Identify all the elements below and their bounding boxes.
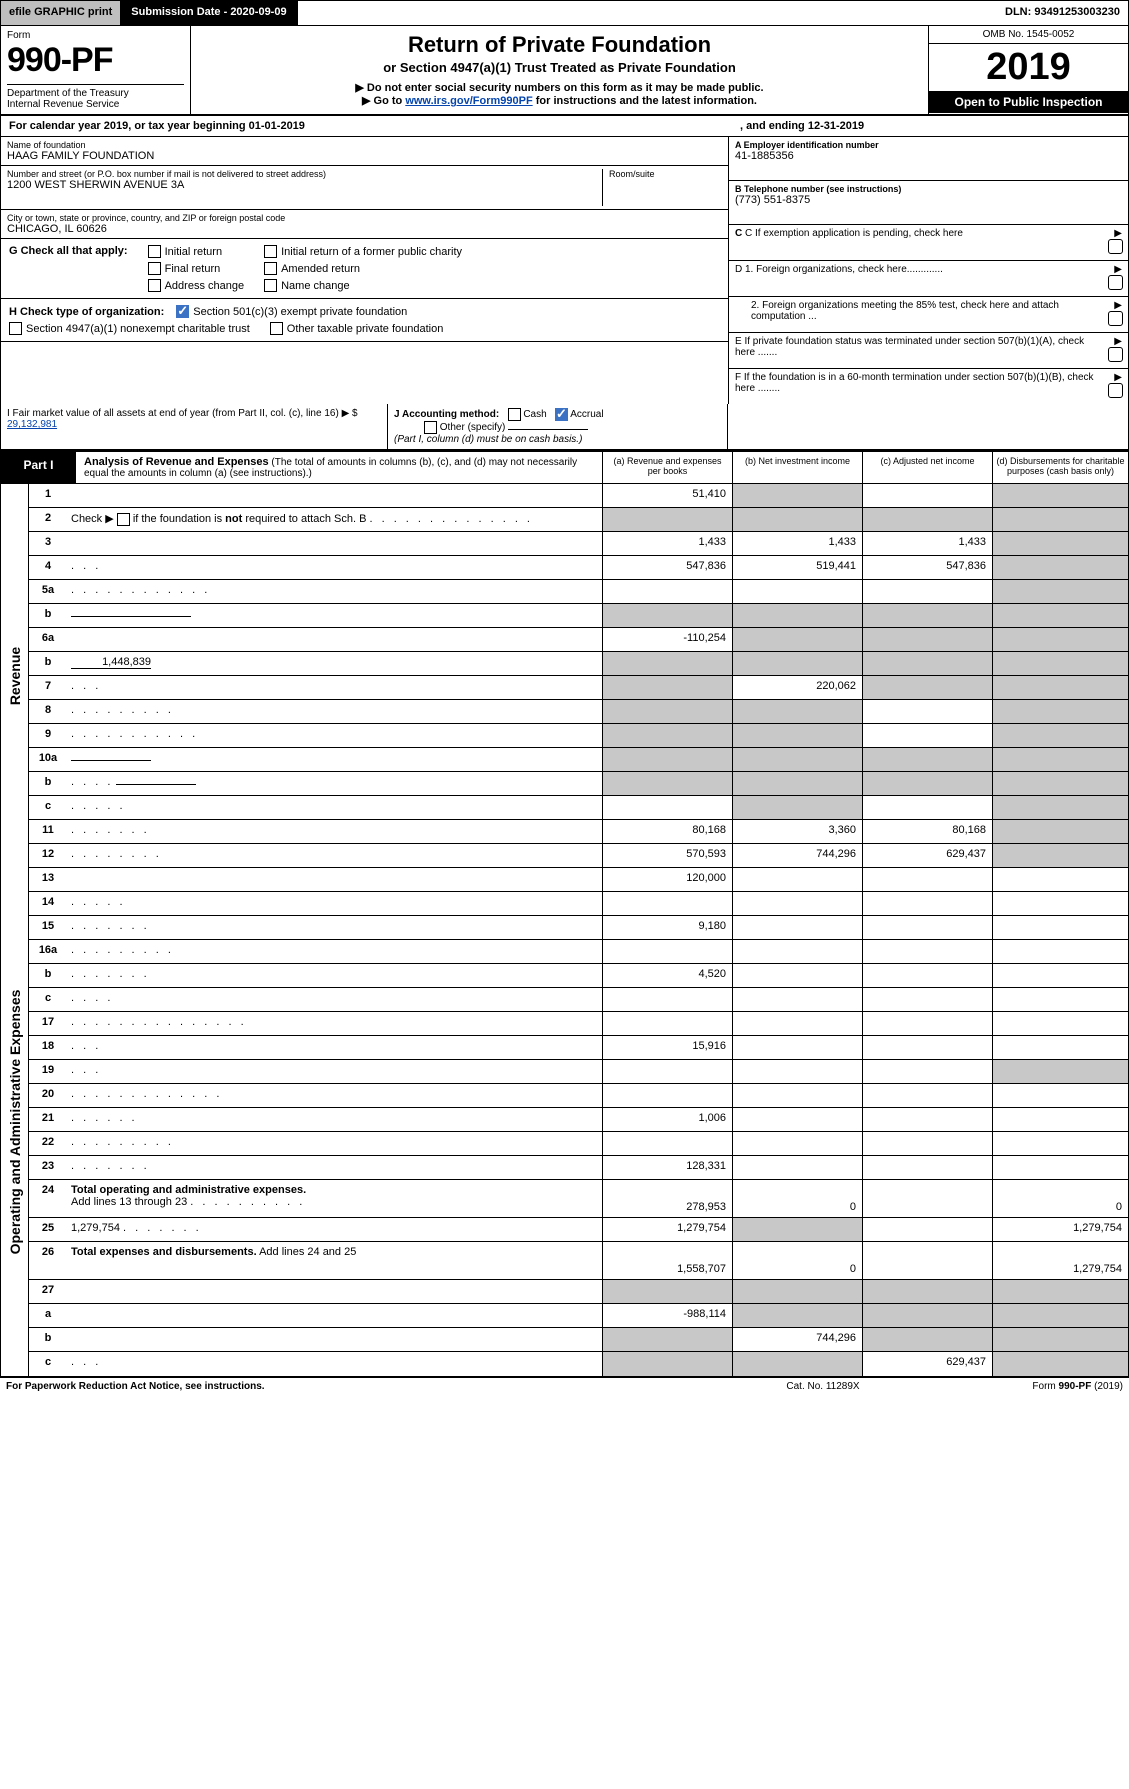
checkbox-cash[interactable] [508, 408, 521, 421]
col-c-header: (c) Adjusted net income [863, 452, 993, 483]
checkbox-d1[interactable] [1108, 275, 1123, 290]
field-i: I Fair market value of all assets at end… [1, 404, 388, 449]
checkbox-initial-former-public[interactable] [264, 245, 277, 258]
form-header: Form 990-PF Department of the Treasury I… [0, 26, 1129, 116]
field-phone: B Telephone number (see instructions) (7… [729, 181, 1128, 225]
instructions-link[interactable]: www.irs.gov/Form990PF [405, 95, 532, 107]
page-footer: For Paperwork Reduction Act Notice, see … [0, 1377, 1129, 1395]
dln: DLN: 93491253003230 [997, 0, 1129, 26]
form-title-block: Return of Private Foundation or Section … [191, 26, 928, 114]
col-a-header: (a) Revenue and expenses per books [603, 452, 733, 483]
field-j: J Accounting method: Cash Accrual Other … [388, 404, 728, 449]
checkbox-d2[interactable] [1108, 311, 1123, 326]
section-h: H Check type of organization: Section 50… [1, 299, 728, 342]
submission-date: Submission Date - 2020-09-09 [120, 0, 297, 26]
form-title: Return of Private Foundation [201, 32, 918, 58]
checkbox-other-accounting[interactable] [424, 421, 437, 434]
form-number-block: Form 990-PF Department of the Treasury I… [1, 26, 191, 114]
checkbox-f[interactable] [1108, 383, 1123, 398]
checkbox-accrual[interactable] [555, 408, 568, 421]
section-g: G Check all that apply: Initial return F… [1, 239, 728, 299]
expenses-section: Operating and Administrative Expenses 13… [0, 868, 1129, 1377]
top-bar: efile GRAPHIC print Submission Date - 20… [0, 0, 1129, 26]
checkbox-c[interactable] [1108, 239, 1123, 254]
part1-header: Part I Analysis of Revenue and Expenses … [0, 450, 1129, 484]
checkbox-sch-b[interactable] [117, 513, 130, 526]
checkbox-amended-return[interactable] [264, 262, 277, 275]
calendar-year-row: For calendar year 2019, or tax year begi… [0, 116, 1129, 137]
checkbox-name-change[interactable] [264, 279, 277, 292]
checkbox-4947a1[interactable] [9, 322, 22, 335]
checkbox-other-taxable[interactable] [270, 322, 283, 335]
foundation-name: Name of foundation HAAG FAMILY FOUNDATIO… [1, 137, 728, 166]
fmv-link[interactable]: 29,132,981 [7, 419, 57, 430]
field-e: E If private foundation status was termi… [729, 333, 1128, 369]
field-f: F If the foundation is in a 60-month ter… [729, 369, 1128, 404]
efile-badge: efile GRAPHIC print [0, 0, 120, 26]
address-row: Number and street (or P.O. box number if… [1, 166, 728, 210]
field-d1: D 1. Foreign organizations, check here..… [729, 261, 1128, 297]
field-d2: 2. Foreign organizations meeting the 85%… [729, 297, 1128, 333]
col-b-header: (b) Net investment income [733, 452, 863, 483]
city-row: City or town, state or province, country… [1, 210, 728, 239]
revenue-section: Revenue 151,410 2Check ▶ if the foundati… [0, 484, 1129, 868]
checkbox-e[interactable] [1108, 347, 1123, 362]
section-ij: I Fair market value of all assets at end… [0, 404, 1129, 450]
form-year-block: OMB No. 1545-0052 2019 Open to Public In… [928, 26, 1128, 114]
checkbox-address-change[interactable] [148, 279, 161, 292]
field-ein: A Employer identification number 41-1885… [729, 137, 1128, 181]
entity-info: Name of foundation HAAG FAMILY FOUNDATIO… [0, 137, 1129, 404]
checkbox-initial-return[interactable] [148, 245, 161, 258]
field-c: C C If exemption application is pending,… [729, 225, 1128, 261]
checkbox-501c3[interactable] [176, 305, 189, 318]
checkbox-final-return[interactable] [148, 262, 161, 275]
col-d-header: (d) Disbursements for charitable purpose… [993, 452, 1128, 483]
